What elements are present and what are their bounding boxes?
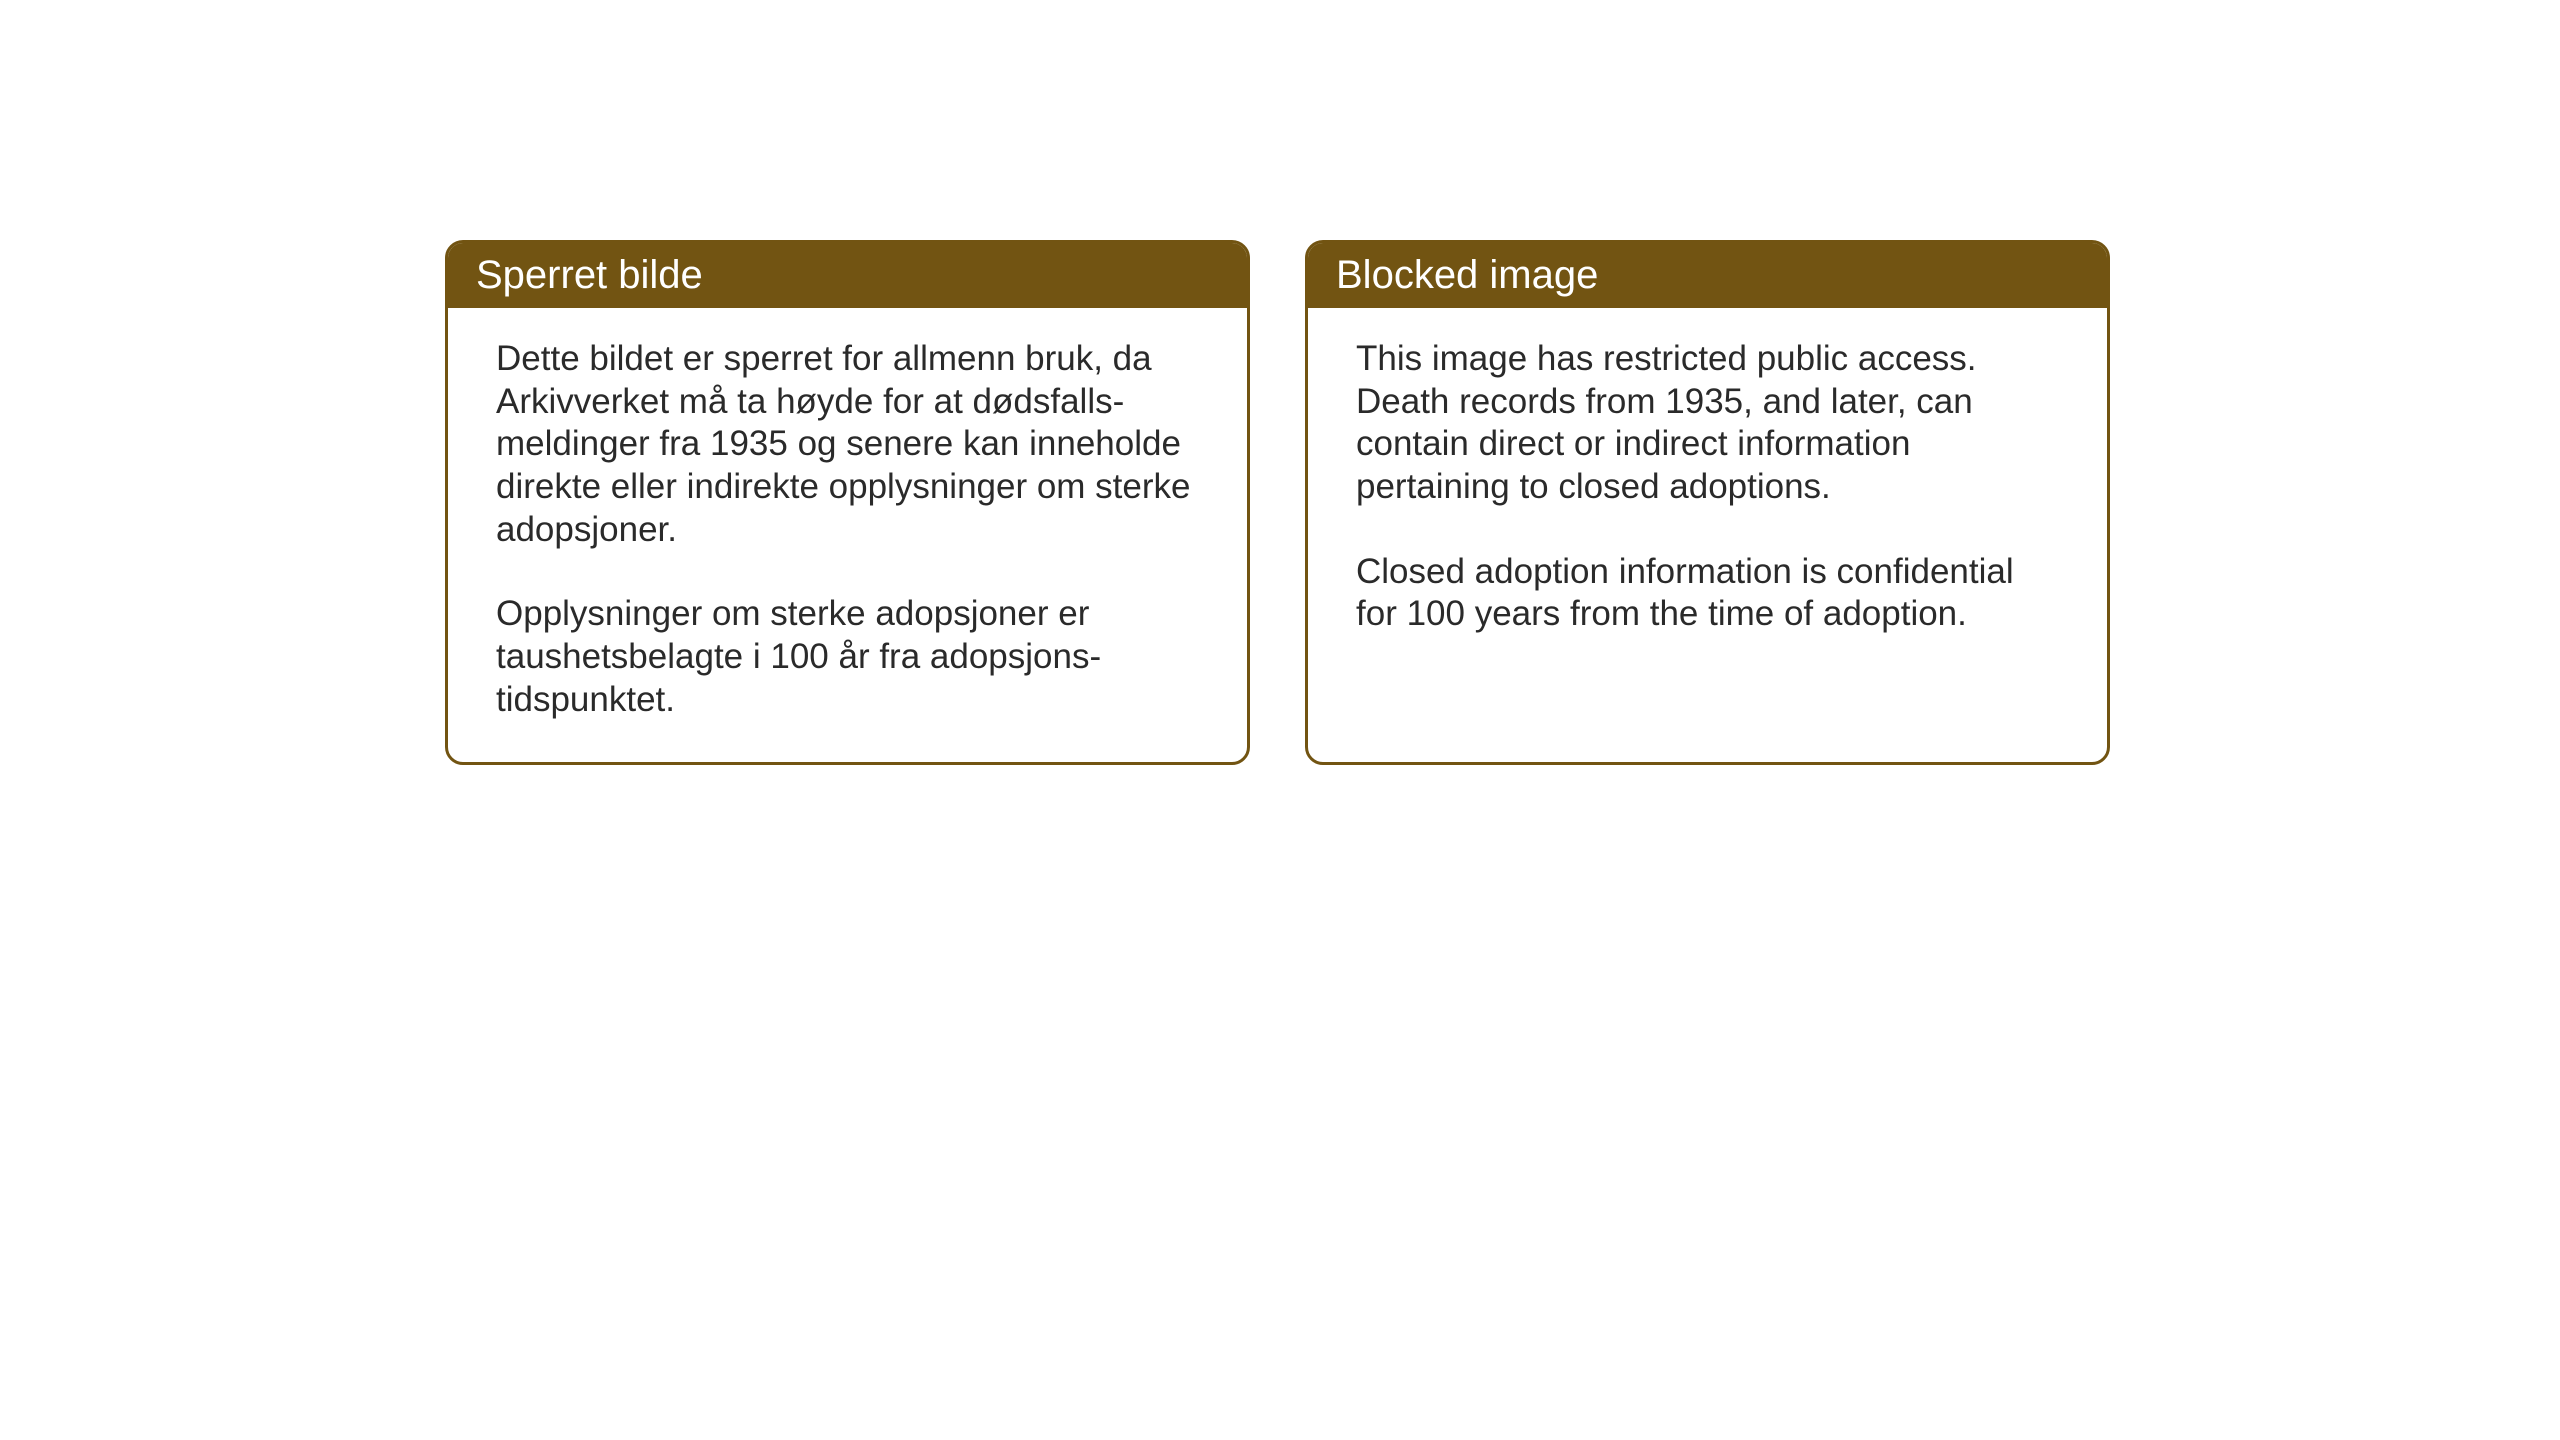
- notice-paragraph-1-norwegian: Dette bildet er sperret for allmenn bruk…: [496, 338, 1199, 551]
- notice-body-english: This image has restricted public access.…: [1308, 308, 2107, 676]
- notice-header-norwegian: Sperret bilde: [448, 243, 1247, 308]
- notice-body-norwegian: Dette bildet er sperret for allmenn bruk…: [448, 308, 1247, 762]
- notice-paragraph-2-norwegian: Opplysninger om sterke adopsjoner er tau…: [496, 593, 1199, 721]
- notice-box-english: Blocked image This image has restricted …: [1305, 240, 2110, 765]
- notice-title-english: Blocked image: [1336, 253, 1598, 297]
- notice-container: Sperret bilde Dette bildet er sperret fo…: [445, 240, 2110, 765]
- notice-title-norwegian: Sperret bilde: [476, 253, 703, 297]
- notice-box-norwegian: Sperret bilde Dette bildet er sperret fo…: [445, 240, 1250, 765]
- notice-paragraph-1-english: This image has restricted public access.…: [1356, 338, 2059, 509]
- notice-header-english: Blocked image: [1308, 243, 2107, 308]
- notice-paragraph-2-english: Closed adoption information is confident…: [1356, 551, 2059, 636]
